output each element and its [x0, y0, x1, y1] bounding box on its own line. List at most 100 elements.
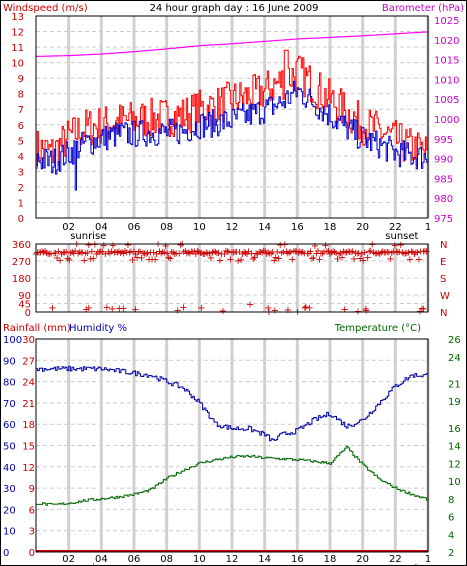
wind-dir-point: +	[115, 303, 123, 314]
left-tick: 90	[18, 291, 31, 302]
rain-tick: 3	[29, 527, 35, 538]
left-tick: 11	[11, 43, 24, 54]
wind-dir-point: +	[330, 247, 338, 258]
x-tick: 18	[324, 222, 337, 233]
x-tick: 16	[291, 222, 304, 233]
temp-tick: 24	[448, 353, 461, 364]
rain-tick: 27	[22, 356, 35, 367]
right-tick: 975	[434, 214, 453, 225]
wind-dir-point: +	[205, 248, 213, 259]
wind-dir-point: +	[374, 248, 382, 259]
left-tick: 45	[18, 300, 31, 311]
wind-dir-point: +	[367, 246, 375, 257]
wind-dir-point: +	[66, 248, 74, 259]
wind-dir-point: +	[104, 247, 112, 258]
wind-dir-point: +	[85, 303, 93, 314]
temp-tick: 14	[448, 442, 461, 453]
wind-dir-point: +	[363, 253, 371, 264]
wind-dir-point: +	[288, 254, 296, 265]
wind-dir-point: +	[109, 240, 117, 251]
temp-tick: 2	[448, 548, 454, 559]
wind-dir-point: +	[262, 249, 270, 260]
wind-dir-point: +	[113, 247, 121, 258]
temp-tick: 19	[448, 397, 461, 408]
wind-dir-point: +	[195, 247, 203, 258]
wind-dir-point: +	[299, 247, 307, 258]
wind-dir-point: +	[142, 249, 150, 260]
x-tick: 20	[356, 554, 369, 565]
humidity-tick: 20	[3, 505, 16, 516]
wind-dir-point: +	[315, 254, 323, 265]
wind-dir-point: +	[291, 247, 299, 258]
left-tick: 4	[18, 152, 24, 163]
x-tick: 08	[160, 554, 173, 565]
wind-dir-point: +	[97, 246, 105, 257]
wind-dir-point: +	[95, 247, 103, 258]
wind-dir-point: +	[232, 247, 240, 258]
x-tick: 06	[128, 222, 141, 233]
wind-dir-point: +	[329, 246, 337, 257]
gust-line	[36, 49, 429, 169]
wind-dir-point: +	[348, 247, 356, 258]
right-tick: 1020	[434, 36, 459, 47]
wind-dir-point: +	[326, 249, 334, 260]
rain-tick: 12	[22, 463, 35, 474]
humidity-tick: 10	[3, 527, 16, 538]
x-tick: 1	[425, 554, 431, 565]
rain-tick: 24	[22, 378, 35, 389]
x-tick: 22	[389, 222, 402, 233]
wind-dir-point: +	[344, 247, 352, 258]
wind-dir-point: +	[253, 249, 261, 260]
wind-dir-point: +	[229, 247, 237, 258]
wind-dir-point: +	[281, 239, 289, 250]
wind-dir-point: +	[284, 249, 292, 260]
wind-dir-point: +	[94, 247, 102, 258]
rain-tick: 18	[22, 420, 35, 431]
wind-dir-point: +	[197, 303, 205, 314]
wind-dir-point: +	[187, 247, 195, 258]
wind-dir-point: +	[207, 253, 215, 264]
left-tick: 2	[18, 183, 24, 194]
wind-dir-point: +	[244, 246, 252, 257]
wind-dir-point: +	[247, 249, 255, 260]
rain-tick: 6	[29, 505, 35, 516]
wind-dir-point: +	[177, 240, 185, 251]
left-axis-label: Windspeed (m/s)	[3, 3, 88, 14]
wind-dir-point: +	[407, 246, 415, 257]
wind-dir-point: +	[246, 299, 254, 310]
wind-dir-point: +	[318, 249, 326, 260]
wind-dir-point: +	[199, 249, 207, 260]
wind-dir-point: +	[327, 248, 335, 259]
temperature-axis-label: Temperature (°C)	[334, 323, 421, 334]
wind-dir-point: +	[258, 247, 266, 258]
wind-dir-point: +	[259, 246, 267, 257]
wind-dir-point: +	[68, 247, 76, 258]
wind-dir-point: +	[418, 303, 426, 314]
wind-dir-point: +	[222, 246, 230, 257]
rain-tick: 0	[29, 548, 35, 559]
humidity-tick: 40	[3, 463, 16, 474]
wind-dir-point: +	[305, 248, 313, 259]
wind-dir-point: +	[80, 255, 88, 266]
x-tick: 12	[226, 222, 239, 233]
sunrise-label: sunrise	[70, 231, 106, 242]
sunset-label: sunset	[385, 563, 418, 565]
wind-dir-point: +	[71, 246, 79, 257]
wind-dir-point: +	[164, 252, 172, 263]
wind-dir-point: +	[88, 247, 96, 258]
wind-dir-point: +	[39, 248, 47, 259]
humidity-tick: 0	[3, 548, 9, 559]
right-tick: 995	[434, 135, 453, 146]
compass-tick: W	[440, 291, 450, 302]
left-tick: 12	[11, 28, 24, 39]
wind-dir-point: +	[338, 252, 346, 263]
left-tick: 6	[18, 121, 24, 132]
wind-dir-point: +	[219, 306, 227, 317]
wind-dir-point: +	[264, 303, 272, 314]
wind-dir-point: +	[217, 249, 225, 260]
wind-dir-point: +	[300, 248, 308, 259]
wind-dir-point: +	[276, 240, 284, 251]
wind-dir-point: +	[134, 247, 142, 258]
right-tick: 1005	[434, 95, 459, 106]
wind-dir-point: +	[119, 303, 127, 314]
